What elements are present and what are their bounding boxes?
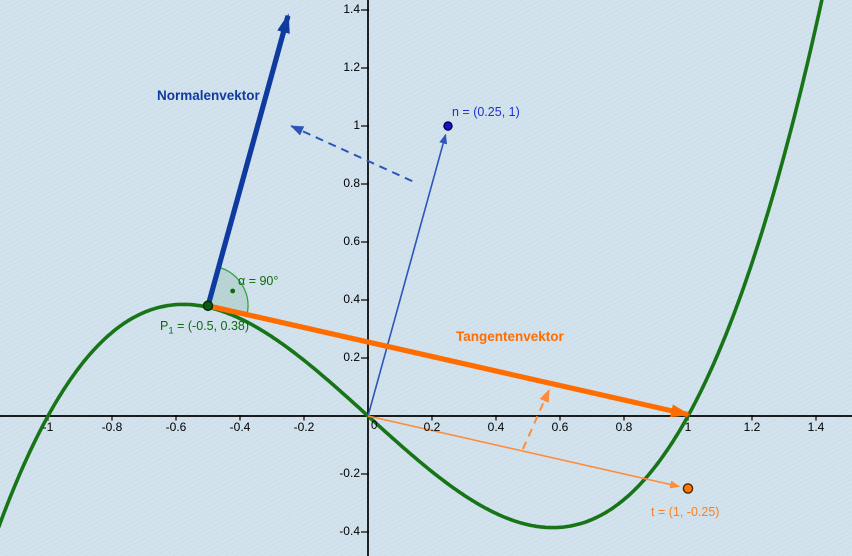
function-curve[interactable] — [0, 0, 852, 535]
y-tick-label: 1.2 — [343, 60, 360, 74]
t-position-vector[interactable] — [367, 415, 681, 489]
n-point-label: n = (0.25, 1) — [452, 105, 520, 119]
t-point-label: t = (1, -0.25) — [651, 505, 720, 519]
x-tick-label: 1.4 — [807, 419, 825, 434]
x-tick-label: -0.4 — [229, 419, 251, 434]
x-tick-label: 0.6 — [551, 419, 569, 434]
x-tick-label: -0.6 — [165, 419, 187, 434]
p1-label-head: P — [160, 319, 169, 333]
point-p1[interactable] — [202, 300, 214, 312]
translate-hint-orange[interactable] — [521, 388, 551, 450]
y-tick-label: 0.8 — [343, 175, 360, 190]
normal-vector-caption: Normalenvektor — [157, 88, 260, 103]
tangent-vector-caption: Tangentenvektor — [456, 329, 564, 344]
y-tick-label: 1.4 — [343, 2, 360, 16]
x-tick-label: -0.2 — [293, 419, 315, 434]
x-tick-label: 0.4 — [487, 419, 505, 434]
p1-point-label: P1 = (-0.5, 0.38) — [160, 319, 250, 337]
x-tick-label: 1.2 — [743, 419, 761, 434]
tangent-vector[interactable] — [207, 303, 691, 418]
y-tick-label: 0.6 — [343, 233, 360, 248]
y-tick-label: 0.2 — [343, 349, 360, 364]
point-n[interactable] — [443, 121, 453, 131]
point-t[interactable] — [682, 483, 694, 494]
x-tick-label: 0.2 — [423, 419, 441, 434]
p1-label-subscript: 1 — [168, 325, 174, 337]
y-tick-label: -0.4 — [339, 523, 360, 538]
y-tick-label: 0.4 — [343, 291, 360, 306]
origin-label: 0 — [371, 420, 378, 432]
n-position-vector[interactable] — [367, 133, 448, 417]
x-tick-label: 0.8 — [615, 419, 633, 434]
x-tick-label: 1 — [684, 419, 692, 434]
x-tick-label: -0.8 — [101, 419, 123, 434]
x-tick-label: -1 — [42, 419, 54, 434]
y-tick-label: -0.2 — [339, 465, 360, 480]
translate-hint-blue[interactable] — [290, 125, 413, 183]
y-tick-label: 1 — [353, 118, 360, 132]
angle-label: α = 90° — [238, 274, 279, 288]
p1-label-tail: = (-0.5, 0.38) — [173, 319, 250, 333]
angle-dot — [230, 288, 236, 294]
normal-vector[interactable] — [205, 13, 291, 307]
